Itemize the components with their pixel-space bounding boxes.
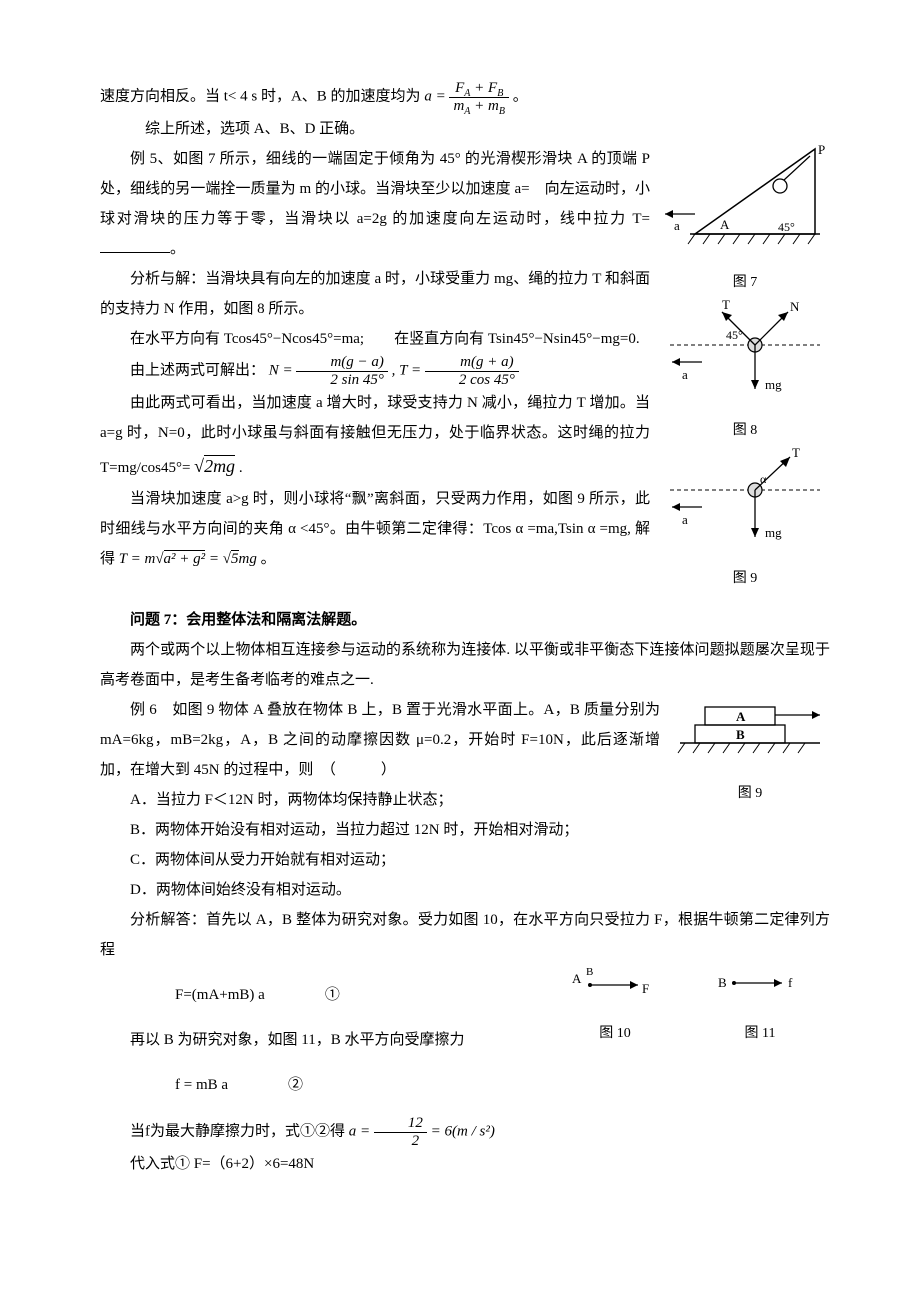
eq1-frac: FA + FB mA + mB bbox=[449, 80, 509, 114]
fig8-N: N bbox=[790, 299, 800, 314]
eq1-num: FA + FB bbox=[449, 80, 509, 98]
p1-after: 。 bbox=[513, 88, 528, 104]
eq4: T = m√a² + g² = √5mg bbox=[119, 550, 257, 567]
p3-text: 例 5、如图 7 所示，细线的一端固定于倾角为 45° 的光滑楔形滑块 A 的顶… bbox=[100, 151, 650, 227]
fig9a-a: a bbox=[682, 512, 688, 527]
figure-9b: A B 图 9 bbox=[670, 695, 830, 808]
p2: 综上所述，选项 A、B、D 正确。 bbox=[100, 114, 830, 144]
fig9a-caption: 图 9 bbox=[660, 565, 830, 593]
optB: B．两物体开始没有相对运动，当拉力超过 12N 时，开始相对滑动； bbox=[100, 815, 830, 845]
fig9b-B: B bbox=[736, 727, 745, 742]
fig8-T: T bbox=[722, 297, 730, 312]
fig10-caption: 图 10 bbox=[560, 1020, 670, 1048]
figure-8: T N mg 45° a 图 8 bbox=[660, 297, 830, 445]
figure-10-svg: A B F bbox=[560, 965, 670, 1005]
figure-11-svg: B f bbox=[710, 965, 810, 1005]
p9: 两个或两个以上物体相互连接参与运动的系统称为连接体. 以平衡或非平衡态下连接体问… bbox=[100, 635, 830, 695]
eq1-lhs: a = bbox=[424, 88, 445, 104]
eq5-frac: 12 2 bbox=[374, 1115, 427, 1149]
eq1-den: mA + mB bbox=[449, 98, 509, 115]
p11: 分析解答：首先以 A，B 整体为研究对象。受力如图 10，在水平方向只受拉力 F… bbox=[100, 905, 830, 965]
optC: C．两物体间从受力开始就有相对运动； bbox=[100, 845, 830, 875]
fig11-B: B bbox=[718, 975, 727, 990]
blank bbox=[100, 237, 170, 253]
svg-text:A: A bbox=[572, 971, 582, 986]
fig7-a: a bbox=[674, 218, 680, 233]
fig9b-A: A bbox=[736, 709, 746, 724]
fig7-caption: 图 7 bbox=[660, 269, 830, 297]
eq3: √2mg bbox=[194, 455, 235, 476]
figure-10-11: A B F 图 10 B f 图 11 bbox=[540, 965, 830, 1048]
fig8-ang: 45° bbox=[726, 328, 743, 342]
p14: 代入式① F=（6+2）×6=48N bbox=[100, 1149, 830, 1179]
fig9b-caption: 图 9 bbox=[670, 780, 830, 808]
fig8-a: a bbox=[682, 367, 688, 382]
q7-title: 问题 7：会用整体法和隔离法解题。 bbox=[100, 605, 830, 635]
fig11-f: f bbox=[788, 975, 793, 990]
fig9a-alpha: α bbox=[760, 472, 767, 486]
figure-9b-svg: A B bbox=[670, 695, 830, 765]
optD: D．两物体间始终没有相对运动。 bbox=[100, 875, 830, 905]
fig8-mg: mg bbox=[765, 377, 782, 392]
figure-9a-svg: T α mg a bbox=[660, 445, 830, 550]
p1a: 速度方向相反。当 t< 4 s 时，A、B 的加速度均为 bbox=[100, 88, 421, 104]
fig9a-T: T bbox=[792, 445, 800, 460]
eq2-N: m(g − a) 2 sin 45° bbox=[296, 354, 388, 388]
eqf: f = mB a ② bbox=[175, 1070, 830, 1100]
figure-8-svg: T N mg 45° a bbox=[660, 297, 830, 402]
figure-9a: T α mg a 图 9 bbox=[660, 445, 830, 593]
fig11-caption: 图 11 bbox=[710, 1020, 810, 1048]
figure-7-svg: P A 45° a bbox=[660, 144, 830, 254]
fig7-ang: 45° bbox=[778, 220, 795, 234]
p1: 速度方向相反。当 t< 4 s 时，A、B 的加速度均为 a = FA + FB… bbox=[100, 80, 830, 114]
p13: 当f为最大静摩擦力时，式①②得 a = 12 2 = 6(m / s²) bbox=[100, 1115, 830, 1149]
figure-7: P A 45° a 图 7 bbox=[660, 144, 830, 297]
fig7-A: A bbox=[720, 217, 730, 232]
fig9a-mg: mg bbox=[765, 525, 782, 540]
fig10-F: F bbox=[642, 981, 649, 996]
fig7-P: P bbox=[818, 144, 825, 157]
p6a: 由上述两式可解出： bbox=[130, 362, 265, 378]
fig8-caption: 图 8 bbox=[660, 417, 830, 445]
eq2-T: m(g + a) 2 cos 45° bbox=[425, 354, 519, 388]
svg-text:B: B bbox=[586, 966, 593, 978]
